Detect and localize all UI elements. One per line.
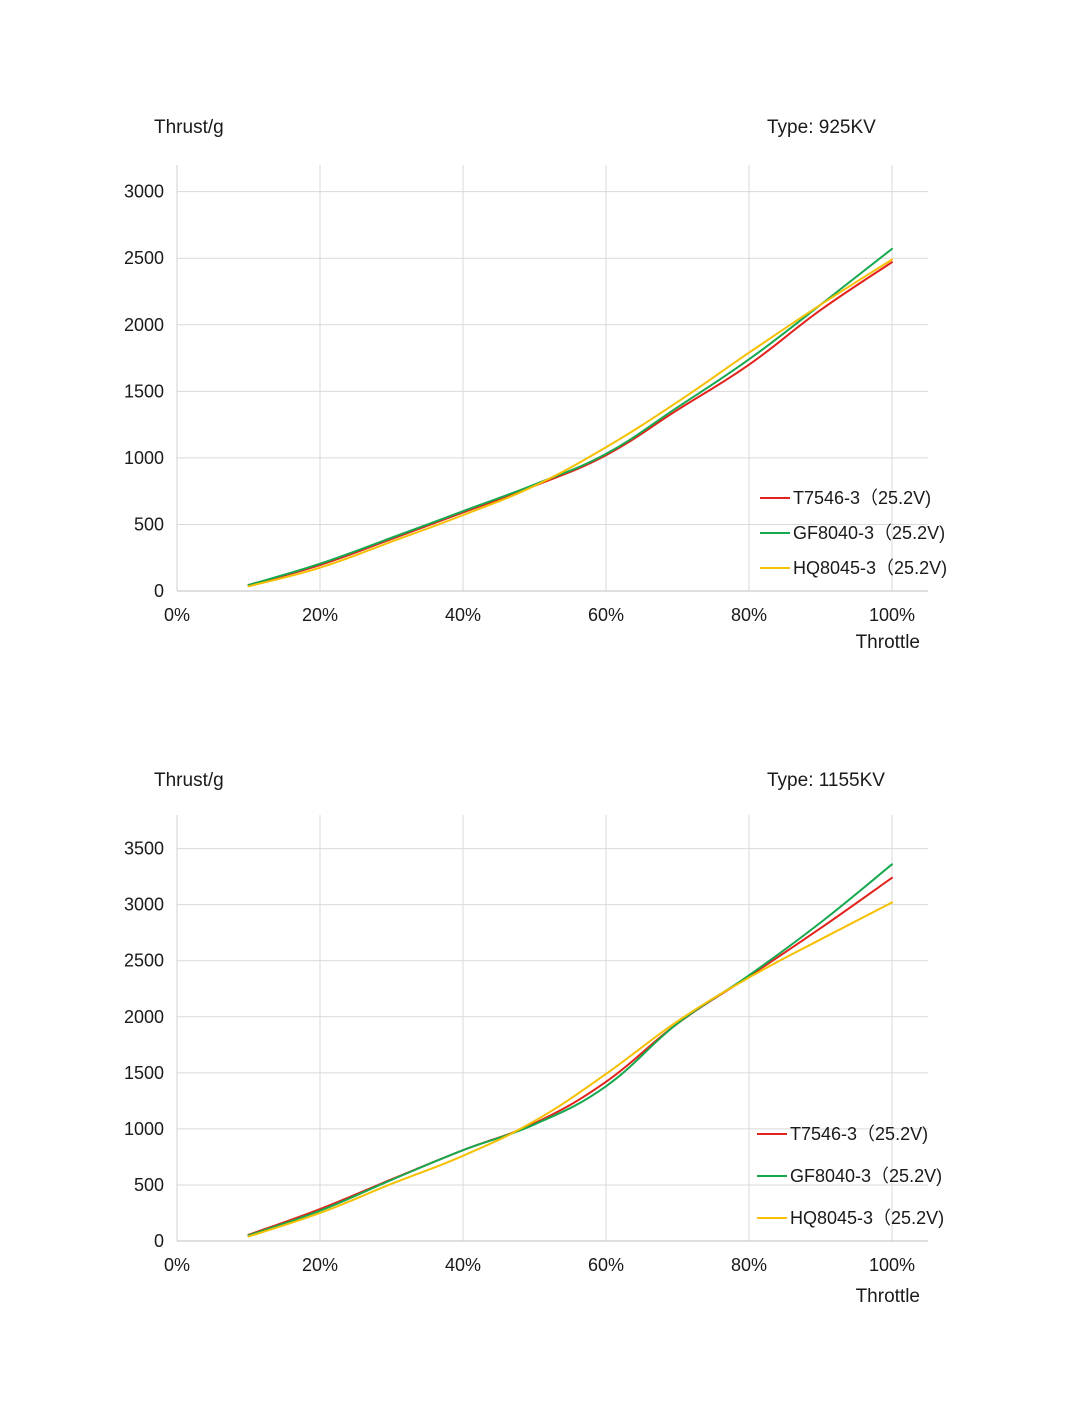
series-line-2 <box>247 247 893 587</box>
series-line-3 <box>247 258 893 588</box>
legend-label: GF8040-3（25.2V) <box>793 523 945 543</box>
y-tick-label: 3000 <box>124 895 164 915</box>
x-tick-label: 100% <box>869 605 915 625</box>
x-tick-label: 20% <box>302 605 338 625</box>
x-tick-label: 60% <box>588 605 624 625</box>
x-tick-label: 100% <box>869 1255 915 1275</box>
y-tick-label: 3500 <box>124 839 164 859</box>
y-tick-label: 0 <box>154 581 164 601</box>
legend-label: T7546-3（25.2V) <box>793 488 931 508</box>
x-tick-label: 80% <box>731 605 767 625</box>
y-tick-label: 2000 <box>124 1007 164 1027</box>
type-label: Type: 925KV <box>767 117 876 138</box>
y-tick-label: 500 <box>134 514 164 534</box>
x-tick-label: 80% <box>731 1255 767 1275</box>
series-line-1 <box>247 261 893 587</box>
y-tick-label: 500 <box>134 1175 164 1195</box>
y-tick-label: 3000 <box>124 182 164 202</box>
x-axis-title: Throttle <box>856 1286 920 1307</box>
y-tick-label: 2500 <box>124 951 164 971</box>
chart-1: 0 500 1000 1500 2000 2500 3000 0% 20% 40% 60% 80% 10… <box>124 117 947 653</box>
y-tick-label: 2000 <box>124 315 164 335</box>
series-line-2 <box>247 863 893 1237</box>
x-axis-title: Throttle <box>856 632 920 653</box>
x-tick-label: 0% <box>164 1255 190 1275</box>
y-tick-label: 1500 <box>124 1063 164 1083</box>
y-tick-label: 1500 <box>124 381 164 401</box>
x-tick-label: 20% <box>302 1255 338 1275</box>
x-tick-label: 40% <box>445 605 481 625</box>
type-label: Type: 1155KV <box>767 770 885 791</box>
legend-label: T7546-3（25.2V) <box>790 1124 928 1144</box>
legend-label: HQ8045-3（25.2V) <box>793 558 947 578</box>
x-tick-label: 60% <box>588 1255 624 1275</box>
y-tick-label: 2500 <box>124 248 164 268</box>
y-axis-title: Thrust/g <box>154 770 224 791</box>
legend-label: GF8040-3（25.2V) <box>790 1166 942 1186</box>
y-tick-label: 1000 <box>124 448 164 468</box>
series-line-1 <box>247 876 893 1236</box>
y-tick-label: 0 <box>154 1231 164 1251</box>
x-tick-label: 40% <box>445 1255 481 1275</box>
legend-label: HQ8045-3（25.2V) <box>790 1208 944 1228</box>
series-line-3 <box>247 901 893 1238</box>
y-axis-title: Thrust/g <box>154 117 224 138</box>
y-tick-label: 1000 <box>124 1119 164 1139</box>
chart-2: 0 500 1000 1500 2000 2500 3000 3500 0% 20% 40% 60% 8… <box>124 770 944 1307</box>
x-tick-label: 0% <box>164 605 190 625</box>
